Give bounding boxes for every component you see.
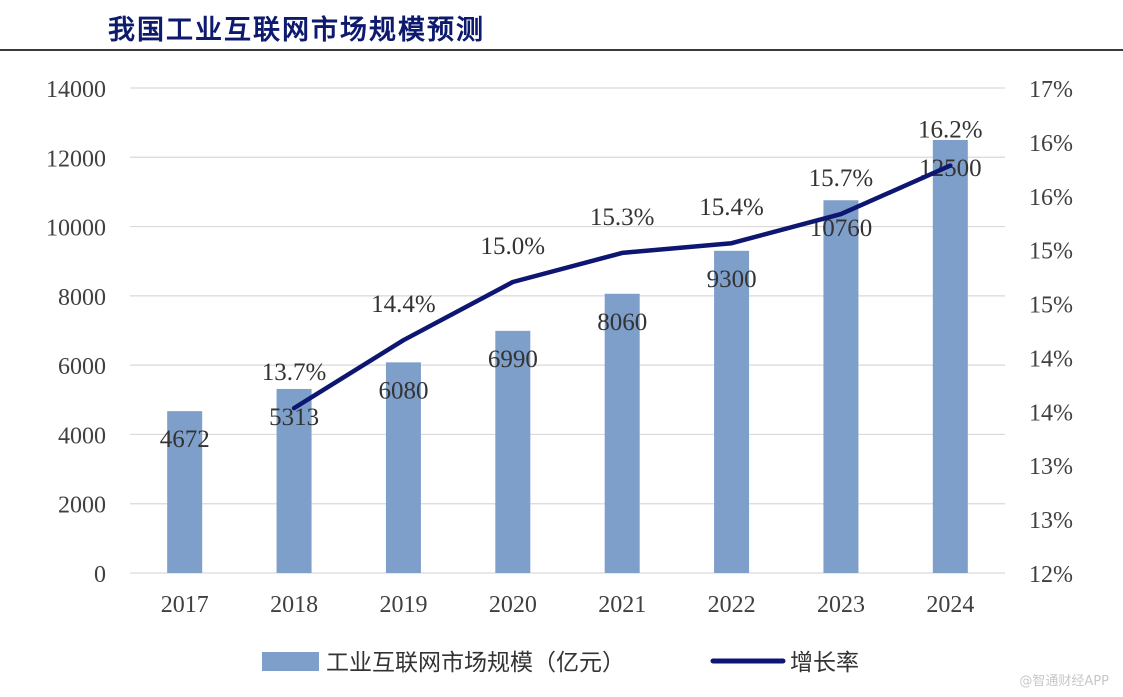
x-tick-label: 2023 bbox=[817, 592, 865, 618]
x-tick-label: 2020 bbox=[489, 592, 537, 618]
y-tick-label-right: 13% bbox=[1029, 508, 1073, 534]
growth-rate-point bbox=[401, 338, 406, 343]
x-tick-label: 2021 bbox=[598, 592, 646, 618]
x-tick-label: 2017 bbox=[161, 592, 209, 618]
growth-rate-label: 15.0% bbox=[481, 233, 546, 260]
bar-value-label: 6990 bbox=[488, 346, 538, 373]
bar-market-size bbox=[604, 293, 640, 573]
bar-market-size bbox=[932, 139, 968, 573]
bar-value-label: 4672 bbox=[160, 426, 210, 453]
bar-market-size bbox=[385, 362, 421, 573]
growth-rate-point bbox=[838, 212, 843, 217]
growth-rate-label: 15.4% bbox=[699, 194, 764, 221]
y-tick-label-right: 17% bbox=[1029, 77, 1073, 103]
y-tick-label-left: 8000 bbox=[58, 285, 106, 311]
y-tick-label-right: 13% bbox=[1029, 454, 1073, 480]
bar-market-size bbox=[823, 200, 859, 573]
bar-value-label: 12500 bbox=[919, 155, 982, 182]
legend-label-line: 增长率 bbox=[790, 650, 859, 676]
growth-rate-label: 13.7% bbox=[262, 359, 327, 386]
growth-rate-label: 15.3% bbox=[590, 204, 655, 231]
growth-rate-point bbox=[510, 280, 515, 284]
bar-market-size bbox=[276, 388, 312, 573]
bar-value-label: 8060 bbox=[597, 309, 647, 336]
y-tick-label-right: 16% bbox=[1029, 185, 1073, 211]
x-tick-label: 2018 bbox=[270, 592, 318, 618]
y-tick-label-left: 6000 bbox=[58, 354, 106, 380]
x-tick-label: 2024 bbox=[926, 592, 974, 618]
y-tick-label-left: 0 bbox=[94, 562, 106, 588]
y-tick-label-left: 4000 bbox=[58, 423, 106, 449]
y-tick-label-right: 16% bbox=[1029, 131, 1073, 157]
legend-label-bar: 工业互联网市场规模（亿元） bbox=[326, 650, 625, 676]
y-tick-label-left: 2000 bbox=[58, 493, 106, 519]
legend-swatch-bar bbox=[262, 652, 319, 671]
y-tick-label-left: 12000 bbox=[46, 146, 106, 172]
x-tick-label: 2019 bbox=[379, 592, 427, 618]
page-title: 我国工业互联网市场规模预测 bbox=[108, 15, 485, 46]
y-tick-label-right: 14% bbox=[1029, 346, 1073, 372]
bar-value-label: 9300 bbox=[707, 266, 757, 293]
y-tick-label-right: 12% bbox=[1029, 562, 1073, 588]
growth-rate-label: 15.7% bbox=[809, 165, 874, 192]
watermark: @智通财经APP bbox=[1019, 674, 1109, 689]
growth-rate-point bbox=[292, 406, 297, 411]
y-tick-label-right: 15% bbox=[1029, 239, 1073, 265]
growth-rate-point bbox=[620, 250, 625, 255]
y-tick-label-left: 14000 bbox=[46, 77, 106, 103]
growth-rate-point bbox=[729, 241, 734, 246]
bar-market-size bbox=[167, 411, 203, 573]
y-tick-label-left: 10000 bbox=[46, 216, 106, 242]
y-tick-label-right: 15% bbox=[1029, 293, 1073, 319]
bar-market-size bbox=[714, 250, 750, 574]
growth-rate-label: 16.2% bbox=[918, 117, 983, 144]
title-divider bbox=[0, 49, 1123, 51]
y-tick-label-right: 14% bbox=[1029, 400, 1073, 426]
growth-rate-label: 14.4% bbox=[371, 291, 436, 318]
bar-market-size bbox=[495, 330, 531, 573]
growth-rate-point bbox=[948, 163, 953, 168]
bar-value-label: 6080 bbox=[378, 377, 428, 404]
x-tick-label: 2022 bbox=[708, 592, 756, 618]
